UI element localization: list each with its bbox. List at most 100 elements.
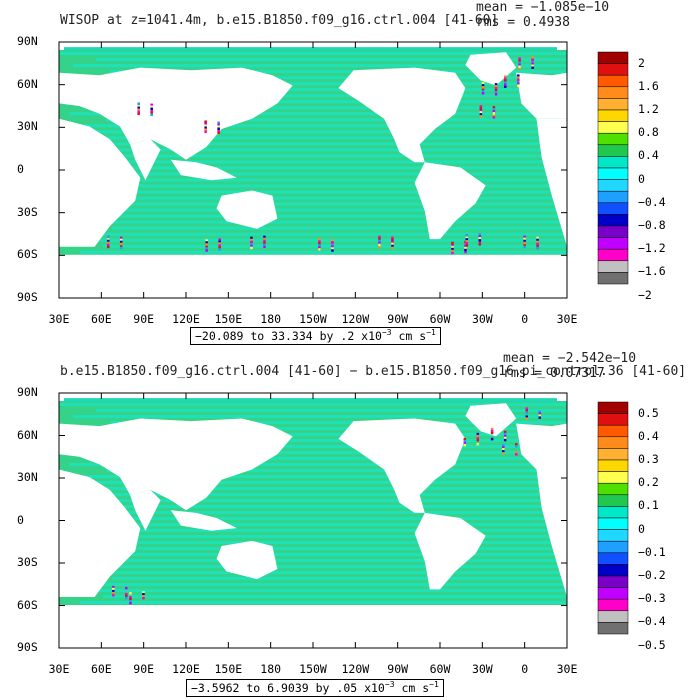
anomaly-speck [263,237,266,241]
ocean-band [106,118,567,122]
anomaly-speck [525,409,529,412]
lon-label: 120E [172,312,200,326]
ocean-band [110,70,567,74]
colorbar-segment [597,132,629,146]
anomaly-speck [502,452,505,455]
lat-label: 90S [17,290,38,304]
anomaly-speck [481,86,485,89]
colorbar-segment [597,587,629,600]
anomaly-speck [502,446,505,449]
anomaly-speck [378,239,381,243]
anomaly-speck [391,242,394,246]
ocean-band [89,232,567,236]
panel-2-mean: mean = −2.542e−10 [503,351,637,366]
ocean-band [103,595,567,598]
colorbar-label: −2 [638,287,652,302]
anomaly-speck [504,85,507,88]
anomaly-speck [129,600,132,603]
anomaly-speck [536,246,539,250]
anomaly-speck [515,445,518,448]
ocean-band [70,541,567,544]
anomaly-speck [515,453,518,456]
map-panel-1 [58,41,629,299]
panel-1-mean: mean = −1.085e−10 [476,0,610,15]
anomaly-speck [217,123,220,126]
anomaly-speck [479,107,483,110]
anomaly-speck [531,56,534,59]
anomaly-speck [391,238,394,242]
anomaly-speck [531,64,534,67]
anomaly-speck [525,407,529,410]
anomaly-speck [331,249,334,252]
anomaly-speck [142,597,145,600]
colorbar-segment [597,51,629,64]
colorbar-segment [597,167,629,180]
anomaly-speck [150,103,153,107]
anomaly-speck [464,240,467,244]
colorbar-label: 1.6 [638,78,659,93]
anomaly-speck [518,57,521,60]
ocean-band [101,88,567,92]
anomaly-speck [129,598,132,601]
lon-label: 150W [299,662,327,676]
colorbar-segment [597,436,629,449]
lon-label: 60E [90,312,112,326]
anomaly-speck [119,238,123,242]
ocean-band [116,178,567,182]
anomaly-speck [378,235,381,239]
anomaly-speck [106,235,110,239]
ocean-band [115,100,567,104]
ocean-band [78,94,567,98]
anomaly-speck [112,589,115,593]
land-mass [394,139,425,163]
anomaly-speck [517,84,520,87]
anomaly-speck [205,245,208,248]
lat-label: 30N [17,119,38,134]
anomaly-speck [538,410,542,413]
anomaly-speck [331,239,334,242]
anomaly-speck [536,240,539,244]
colorbar-segment [597,413,629,426]
lon-label: 90E [133,662,155,676]
anomaly-speck [465,236,469,239]
anomaly-speck [515,443,518,446]
anomaly-speck [204,124,207,127]
lon-label: 30W [471,312,493,326]
lon-label: 180 [260,312,282,326]
anomaly-speck [318,242,321,245]
ocean-band [97,136,567,140]
anomaly-speck [263,243,266,247]
anomaly-speck [464,246,467,250]
anomaly-speck [536,236,539,240]
map-panel-2 [58,392,629,649]
anomaly-speck [494,93,498,96]
lat-label: 90S [17,640,38,654]
land-mass [338,67,466,155]
anomaly-speck [517,74,520,77]
anomaly-speck [218,244,221,247]
colorbar-segment [597,237,629,250]
land-mass [516,423,567,470]
ocean-band [83,124,567,128]
ocean-band [65,511,567,514]
anomaly-speck [205,239,208,242]
ocean-band [87,76,567,80]
ocean-band [74,142,567,146]
ocean-band [93,184,567,188]
anomaly-speck [451,241,454,245]
ocean-band [97,487,567,490]
lon-label: 180 [260,662,282,676]
land-mass [516,72,567,119]
land-mass [394,489,425,513]
anomaly-speck [536,238,539,242]
lon-label: 90W [387,312,409,326]
colorbar-label: 0.5 [638,405,659,420]
anomaly-speck [465,234,469,237]
anomaly-speck [464,242,467,246]
lon-label: 30W [471,662,493,676]
ocean-band [112,577,567,580]
colorbar-label: 1.2 [638,102,659,116]
ocean-band [64,433,567,436]
colorbar-label: 0.2 [638,475,659,490]
